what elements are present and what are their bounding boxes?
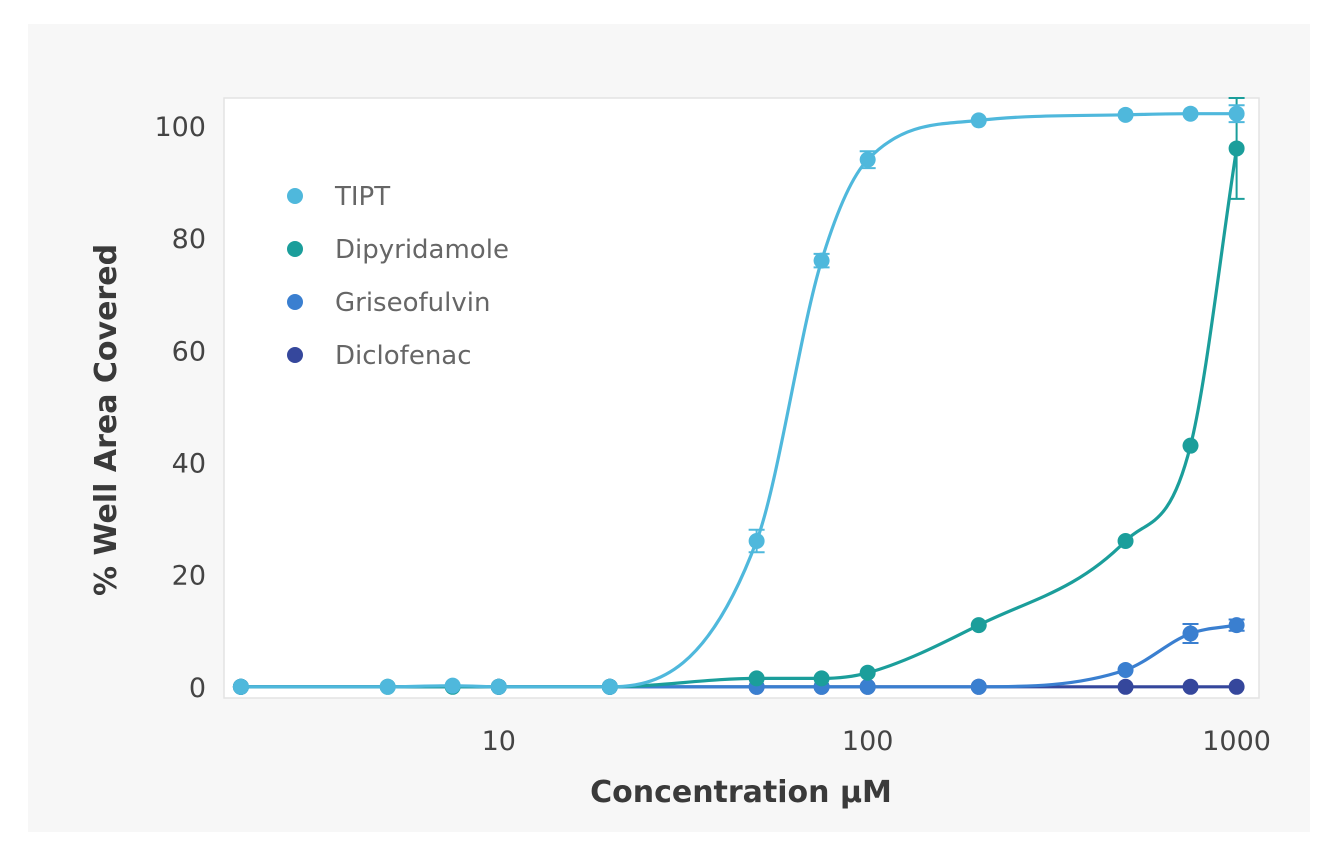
data-point-tipt: [490, 678, 507, 695]
x-tick-label: 1000: [1202, 726, 1271, 757]
legend-label-griseofulvin: Griseofulvin: [335, 288, 490, 318]
data-point-tipt: [748, 532, 765, 549]
y-tick-label: 40: [172, 448, 206, 479]
data-point-tipt: [601, 678, 618, 695]
data-point-tipt: [1117, 106, 1134, 123]
x-tick-label: 10: [482, 726, 516, 757]
data-point-tipt: [232, 678, 249, 695]
series-tipt: [232, 104, 1245, 695]
legend-label-tipt: TIPT: [334, 182, 390, 212]
series-layer: [232, 97, 1245, 695]
legend-label-dipyridamole: Dipyridamole: [335, 235, 509, 265]
y-tick-label: 20: [172, 561, 206, 592]
data-point-tipt: [444, 677, 461, 694]
data-point-dipyridamole: [1182, 437, 1199, 454]
data-point-diclofenac: [1228, 678, 1245, 695]
x-axis-title: Concentration μM: [590, 775, 892, 810]
y-axis-title: % Well Area Covered: [89, 244, 124, 596]
y-tick-label: 60: [172, 336, 206, 367]
legend-marker-griseofulvin: [287, 294, 303, 310]
data-point-tipt: [859, 151, 876, 168]
data-point-diclofenac: [1182, 678, 1199, 695]
data-point-griseofulvin: [970, 678, 987, 695]
plot-area: [223, 97, 1260, 699]
data-point-tipt: [1228, 105, 1245, 122]
data-point-dipyridamole: [813, 670, 830, 687]
data-point-tipt: [1182, 105, 1199, 122]
data-point-griseofulvin: [1228, 617, 1245, 634]
y-tick-label: 0: [189, 673, 206, 704]
legend-marker-diclofenac: [287, 347, 303, 363]
y-tick-labels: 0 20 40 60 80 100: [154, 112, 206, 704]
legend: TIPT Dipyridamole Griseofulvin Diclofenac: [287, 182, 509, 371]
y-tick-label: 80: [172, 224, 206, 255]
data-point-dipyridamole: [859, 664, 876, 681]
data-point-tipt: [813, 252, 830, 269]
x-tick-label: 100: [842, 726, 894, 757]
data-point-tipt: [970, 112, 987, 129]
data-point-diclofenac: [1117, 678, 1134, 695]
legend-label-diclofenac: Diclofenac: [335, 341, 472, 371]
data-point-dipyridamole: [1117, 532, 1134, 549]
data-point-dipyridamole: [748, 670, 765, 687]
x-tick-labels: 10 100 1000: [482, 726, 1271, 757]
legend-marker-tipt: [287, 188, 303, 204]
data-point-tipt: [379, 678, 396, 695]
legend-marker-dipyridamole: [287, 241, 303, 257]
data-point-griseofulvin: [1117, 661, 1134, 678]
data-point-griseofulvin: [1182, 625, 1199, 642]
data-point-griseofulvin: [859, 678, 876, 695]
y-tick-label: 100: [154, 112, 206, 143]
data-point-dipyridamole: [970, 617, 987, 634]
data-point-dipyridamole: [1228, 140, 1245, 157]
